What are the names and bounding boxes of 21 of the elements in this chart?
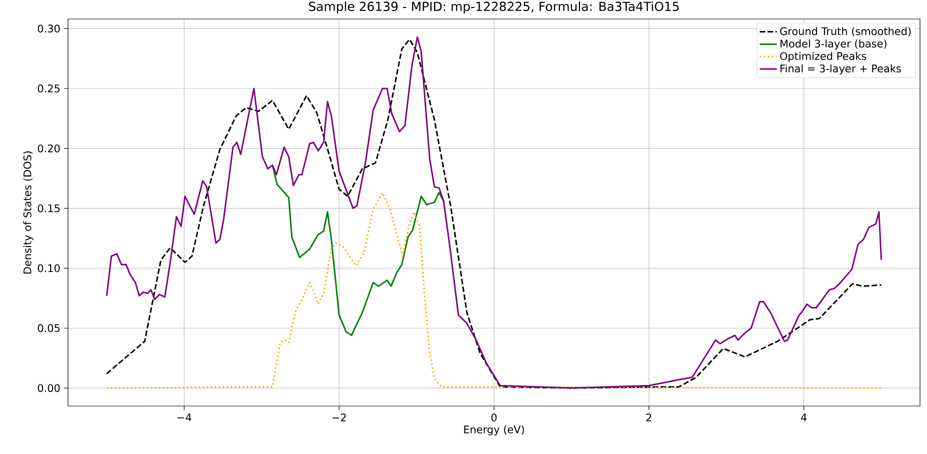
y-tick-label: 0.05 xyxy=(38,324,60,332)
line-series xyxy=(272,164,444,336)
y-tick-label: 0.30 xyxy=(38,24,60,33)
x-tick-label: 2 xyxy=(646,414,652,422)
y-tick-label: 0.00 xyxy=(38,384,60,392)
x-tick-label: −2 xyxy=(332,414,346,422)
y-axis-title: Density of States (DOS) xyxy=(23,151,34,274)
y-tick-label: 0.10 xyxy=(38,264,60,272)
x-tick-label: 0 xyxy=(491,414,497,422)
y-tick-label: 0.25 xyxy=(38,84,60,92)
x-axis-title: Energy (eV) xyxy=(464,425,524,436)
legend-label: Optimized Peaks xyxy=(780,52,866,62)
x-tick-label: −4 xyxy=(178,414,192,422)
legend-label: Model 3-layer (base) xyxy=(780,39,886,50)
chart-title: Sample 26139 - MPID: mp-1228225, Formula: Ba3Ta4TiO15 xyxy=(309,1,679,14)
line-series xyxy=(106,192,882,389)
y-tick-label: 0.15 xyxy=(38,204,60,212)
x-tick-label: 4 xyxy=(801,414,807,422)
legend-label: Ground Truth (smoothed) xyxy=(780,27,911,36)
legend-label: Final = 3-layer + Peaks xyxy=(780,64,901,74)
y-tick-label: 0.20 xyxy=(38,144,60,152)
